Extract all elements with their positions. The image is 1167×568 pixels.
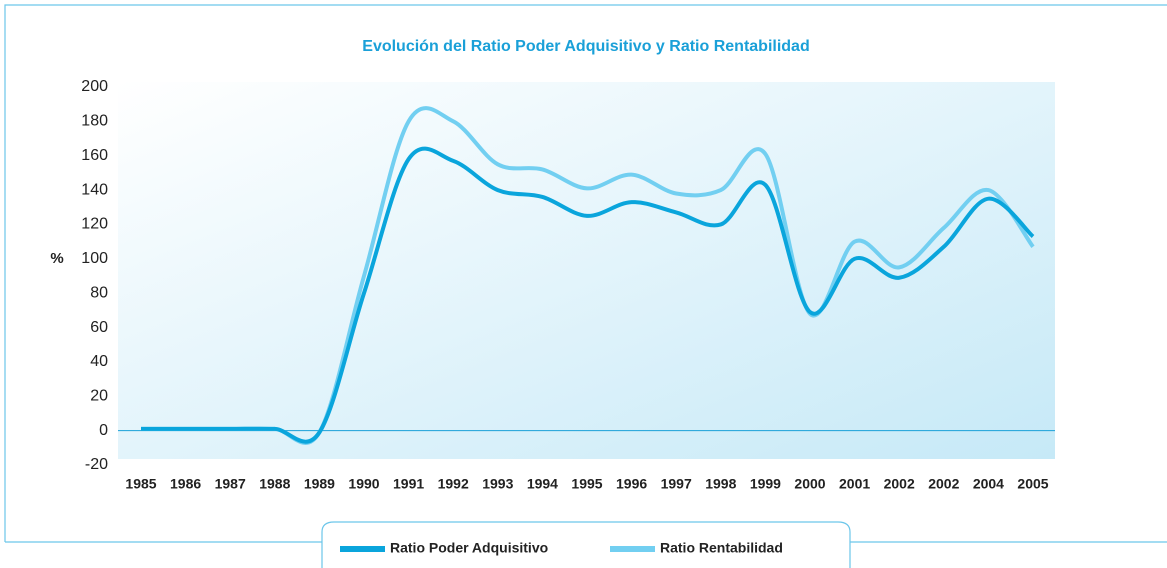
x-tick-label: 1989: [304, 476, 335, 492]
y-tick-label: 180: [81, 113, 108, 130]
y-tick-label: -20: [85, 456, 108, 473]
chart-title: Evolución del Ratio Poder Adquisitivo y …: [362, 38, 809, 55]
y-tick-label: 120: [81, 216, 108, 233]
x-tick-label: 1991: [393, 476, 424, 492]
y-tick-label: 80: [90, 284, 108, 301]
legend-box: [321, 521, 851, 568]
x-tick-label: 1995: [571, 476, 602, 492]
x-tick-label: 1994: [527, 476, 558, 492]
y-tick-label: 60: [90, 319, 108, 336]
y-tick-label: 160: [81, 147, 108, 164]
series-line: [141, 146, 1035, 444]
x-tick-label: 2005: [1017, 476, 1048, 492]
y-tick-label: 200: [81, 78, 108, 95]
x-tick-label: 1992: [438, 476, 469, 492]
x-tick-label: 1998: [705, 476, 736, 492]
x-tick-label: 1999: [750, 476, 781, 492]
legend-label: Ratio Rentabilidad: [660, 540, 783, 556]
y-tick-label: 140: [81, 181, 108, 198]
x-tick-label: 2004: [973, 476, 1004, 492]
x-tick-label: 1996: [616, 476, 647, 492]
x-tick-label: 2001: [839, 476, 870, 492]
frame: [4, 4, 1167, 542]
y-axis-label: %: [50, 250, 63, 267]
x-tick-label: 2000: [794, 476, 825, 492]
x-tick-label: 1987: [215, 476, 246, 492]
x-tick-label: 1993: [482, 476, 513, 492]
y-tick-label: 0: [99, 422, 108, 439]
x-tick-label: 1988: [259, 476, 290, 492]
x-tick-label: 2002: [884, 476, 915, 492]
y-tick-label: 20: [90, 387, 108, 404]
x-tick-label: 2002: [928, 476, 959, 492]
plot-area: [118, 82, 1055, 459]
y-tick-label: 40: [90, 353, 108, 370]
legend-label: Ratio Poder Adquisitivo: [390, 540, 548, 556]
x-tick-label: 1990: [348, 476, 379, 492]
x-tick-label: 1997: [661, 476, 692, 492]
x-tick-label: 1986: [170, 476, 201, 492]
y-tick-label: 100: [81, 250, 108, 267]
x-tick-label: 1985: [125, 476, 156, 492]
